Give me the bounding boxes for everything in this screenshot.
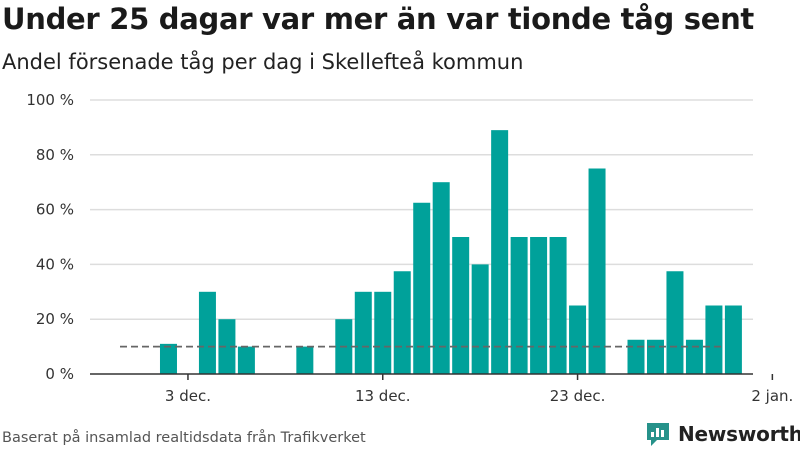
bar-29dec — [685, 339, 703, 374]
chart-title: Under 25 dagar var mer än var tionde tåg… — [2, 2, 754, 36]
newsworthy-logo-text: Newsworthy — [678, 422, 800, 446]
bar-2dec — [159, 343, 177, 374]
bar-28dec — [666, 271, 684, 374]
bar-19dec — [491, 130, 509, 374]
y-tick-label: 100 % — [26, 91, 74, 109]
y-tick-label: 80 % — [36, 146, 74, 164]
bar-5dec — [218, 319, 236, 374]
bar-15dec — [413, 202, 431, 374]
bar-23dec — [569, 305, 587, 374]
bar-24dec — [588, 168, 606, 374]
bar-6dec — [237, 346, 255, 374]
bar-14dec — [393, 271, 411, 374]
bar-12dec — [354, 291, 372, 374]
axes: 0 % 20 % 40 % 60 % 80 % 100 % 3 dec. 13 dec. 23 … — [26, 91, 793, 405]
x-tick-label: 23 dec. — [550, 387, 606, 405]
newsworthy-logo-icon — [647, 423, 669, 446]
y-tick-label: 20 % — [36, 310, 74, 328]
x-tick-label: 2 jan. — [751, 387, 793, 405]
bar-31dec — [724, 305, 742, 374]
bar-13dec — [374, 291, 392, 374]
y-tick-label: 40 % — [36, 255, 74, 273]
x-tick-label: 3 dec. — [165, 387, 211, 405]
x-tick-label: 13 dec. — [355, 387, 411, 405]
bar-chart: 0 % 20 % 40 % 60 % 80 % 100 % 3 dec. 13 dec. 23 … — [26, 91, 793, 405]
source-note: Baserat på insamlad realtidsdata från Tr… — [2, 430, 366, 446]
bar-18dec — [471, 264, 489, 374]
bar-22dec — [549, 237, 567, 374]
bar-30dec — [705, 305, 723, 374]
bar-4dec — [198, 291, 216, 374]
bar-26dec — [627, 339, 645, 374]
newsworthy-logo: Newsworthy — [644, 420, 800, 448]
y-tick-label: 60 % — [36, 201, 74, 219]
bar-21dec — [530, 237, 548, 374]
bar-20dec — [510, 237, 528, 374]
chart-subtitle: Andel försenade tåg per dag i Skellefteå… — [2, 50, 524, 74]
bar-9dec — [296, 346, 314, 374]
bar-17dec — [452, 237, 470, 374]
bars — [159, 130, 742, 374]
bar-27dec — [646, 339, 664, 374]
y-tick-label: 0 % — [45, 365, 74, 383]
bar-16dec — [432, 182, 450, 374]
